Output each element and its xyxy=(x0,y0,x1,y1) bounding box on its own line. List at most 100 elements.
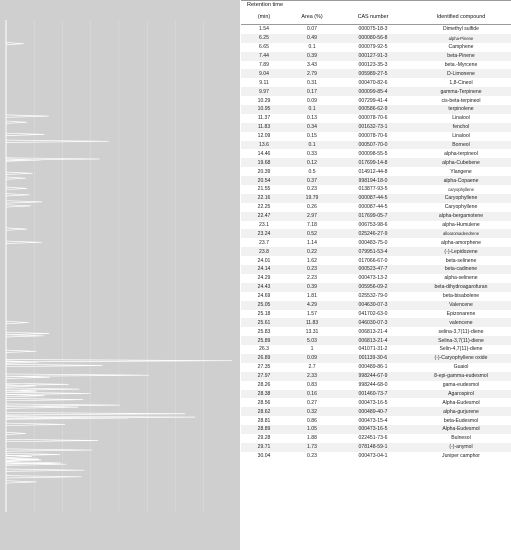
cas-number-cell: 041071-31-2 xyxy=(358,346,388,353)
table-row: 24.29 2.23 000473-13-2 alpha-selinene xyxy=(241,274,511,283)
chromatogram-peak xyxy=(5,391,91,396)
chromatogram-peak xyxy=(5,359,233,363)
table-row: 25.89 5.03 006813-21-4 Selina-3,7(11)-diene xyxy=(241,336,511,346)
cas-number-cell: 041702-63-0 xyxy=(358,310,388,317)
chromatogram-peak xyxy=(5,321,29,325)
cas-number-cell: 000123-35-3 xyxy=(358,61,388,68)
table-row: 24.43 0.39 005956-09-2 beta-dihydroagarofur… xyxy=(241,282,511,292)
chromatogram-peak xyxy=(5,227,27,231)
cas-number-cell: 000078-70-6 xyxy=(358,133,388,140)
area-cell: 0.39 xyxy=(307,53,317,60)
area-cell: 0.34 xyxy=(307,124,317,131)
retention-time-cell: 12.09 xyxy=(257,133,271,140)
compound-name-cell: selina-3,7(11)-diene xyxy=(438,328,484,335)
compound-name-cell: beta-Eudesmol xyxy=(443,417,479,424)
area-cell: 0.49 xyxy=(307,35,317,42)
chromatogram-peak xyxy=(5,186,27,190)
table-row: 12.09 0.15 000078-70-6 Linalool xyxy=(241,132,511,141)
table-row: 28.62 0.32 000489-40-7 alpha-gurjurene xyxy=(241,407,511,417)
chromatogram-peak xyxy=(5,422,65,426)
retention-time-cell: 27.35 xyxy=(257,364,271,371)
chromatogram-peak xyxy=(5,373,150,377)
table-row: 24.01 1.62 017066-67-0 beta-selinene xyxy=(241,256,511,265)
chromatogram-peak xyxy=(5,403,120,407)
cas-number-cell: 017699-14-8 xyxy=(358,159,388,166)
chromatogram-peak xyxy=(5,139,109,143)
compound-name-cell: alpha-bergamotene xyxy=(438,213,484,220)
retention-time-cell: 9.97 xyxy=(259,88,269,95)
table-row: 28.56 0.27 000473-16-5 Alpha-Eudesmol xyxy=(241,398,511,407)
area-cell: 7.18 xyxy=(307,221,317,228)
compound-name-cell: Valencene xyxy=(449,302,473,308)
table-body: 1.54 0.07 000075-18-3 Dimethyl sulfide 6.25 0… xyxy=(241,25,511,461)
retention-time-cell: 13.6 xyxy=(259,141,269,148)
compound-name-cell: (-)-anymol xyxy=(449,444,473,451)
chromatogram-peak xyxy=(5,412,186,416)
table-row: 9.04 2.79 005989-27-5 D-Limonene xyxy=(241,69,511,79)
compound-name-cell: beta-selinene xyxy=(445,257,477,264)
area-cell: 1.05 xyxy=(307,426,317,433)
compound-name-cell: (-)-Lepidozene xyxy=(444,248,478,255)
cas-number-cell: 079951-53-4 xyxy=(358,248,388,255)
compound-name-cell: alloaromadendrene xyxy=(442,231,480,237)
retention-time-cell: 24.69 xyxy=(257,293,271,300)
area-cell: 0.83 xyxy=(307,382,317,389)
cas-number-cell: 000080-56-8 xyxy=(358,35,388,42)
chromatogram-peak xyxy=(5,193,30,197)
chromatogram-peak xyxy=(5,458,42,462)
retention-time-cell: 11.37 xyxy=(257,115,271,122)
table-row: 22.47 2.97 017699-05-7 alpha-bergamotene xyxy=(241,211,511,221)
area-cell: 0.1 xyxy=(308,106,316,113)
compound-name-cell: gamma-Terpinene xyxy=(440,88,482,95)
retention-time-cell: 22.16 xyxy=(257,195,271,202)
cas-number-cell: 000473-16-5 xyxy=(358,399,388,406)
retention-time-cell: 23.24 xyxy=(257,230,271,237)
compound-name-cell: alpha-selinene xyxy=(444,275,478,282)
retention-time-cell: 28.56 xyxy=(257,399,271,406)
cas-number-cell: 005956-09-2 xyxy=(358,284,388,291)
compound-name-cell: beta-dihydroagarofuran xyxy=(434,284,488,291)
chromatogram-peak xyxy=(5,42,24,46)
table-row: 21.55 0.23 013877-93-5 caryophyllene xyxy=(241,185,511,194)
area-cell: 13.31 xyxy=(305,328,319,335)
area-cell: 0.09 xyxy=(307,355,317,362)
cas-number-cell: 000078-70-6 xyxy=(358,115,388,122)
retention-time-cell: 10.29 xyxy=(257,97,271,104)
retention-time-cell: 22.25 xyxy=(257,204,271,211)
chromatogram-plot xyxy=(5,20,233,512)
chromatogram-peak xyxy=(5,461,62,465)
cas-number-cell: 022451-73-6 xyxy=(358,435,388,442)
table-row: 22.25 0.26 000087-44-5 Caryophyllene xyxy=(241,203,511,212)
chromatogram-peak xyxy=(5,462,67,466)
table-row: 25.18 1.57 041702-63-0 Epizonarene xyxy=(241,310,511,319)
cas-number-cell: 001139-30-6 xyxy=(358,355,388,362)
compound-name-cell: alpha-gurjurene xyxy=(443,408,479,415)
retention-time-cell: 26.89 xyxy=(257,355,271,362)
retention-time-cell: 7.44 xyxy=(259,53,269,60)
retention-time-cell: 29.28 xyxy=(257,435,271,442)
compound-name-cell: Camphene xyxy=(448,44,474,51)
cas-number-cell: 998194-18-0 xyxy=(358,177,388,184)
compound-name-cell: beta-Pinene xyxy=(447,53,475,60)
area-cell: 0.33 xyxy=(307,150,317,157)
cas-number-cell: 006753-98-6 xyxy=(358,221,388,228)
compound-name-cell: alpha-terpineol xyxy=(444,150,478,157)
chromatogram-peak xyxy=(5,360,39,364)
area-cell: 0.1 xyxy=(308,141,316,148)
compound-name-cell: Linalool xyxy=(452,115,470,122)
table-row: 29.28 1.88 022451-73-6 Bulnesol xyxy=(241,434,511,443)
area-cell: 0.31 xyxy=(307,79,317,86)
table-row: 25.61 11.83 046030-07-3 valencene xyxy=(241,318,511,328)
chromatogram-peak xyxy=(5,120,27,124)
area-cell: 0.23 xyxy=(307,186,317,193)
compound-name-cell: caryophyllene xyxy=(448,187,474,193)
cas-number-cell: 001460-73-7 xyxy=(358,390,388,397)
table-row: 20.39 0.5 014912-44-8 Ylangene xyxy=(241,167,511,176)
cas-number-cell: 000099-85-4 xyxy=(358,88,388,95)
table-header: Retention time (min) Area (%) CAS number… xyxy=(241,0,511,25)
area-cell: 0.37 xyxy=(307,177,317,184)
area-cell: 1.73 xyxy=(307,444,317,451)
area-cell: 1.62 xyxy=(307,257,317,264)
retention-time-cell: 25.83 xyxy=(257,328,271,335)
retention-time-cell: 26.3 xyxy=(259,346,269,353)
